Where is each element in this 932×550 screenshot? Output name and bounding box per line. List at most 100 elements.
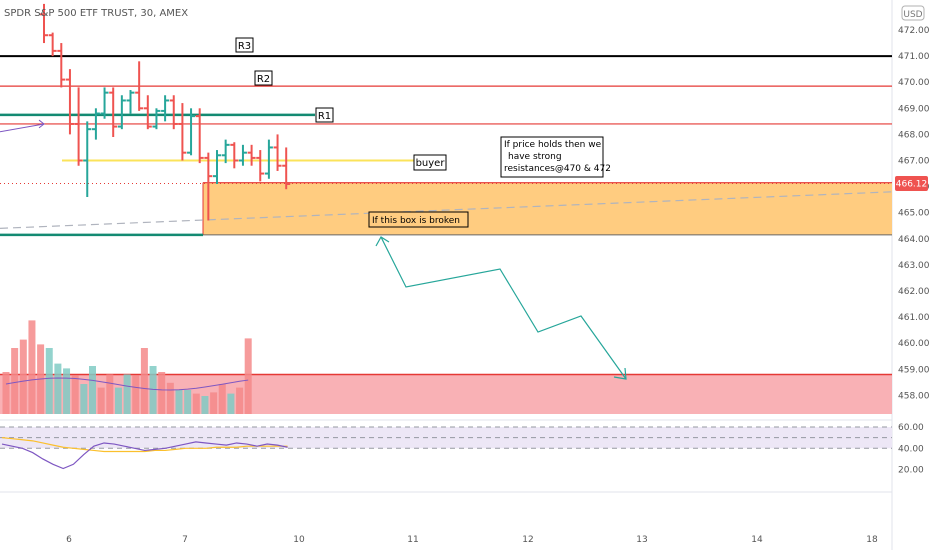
r1-label[interactable]: R1 (315, 107, 334, 123)
dashed-trend-line (0, 191, 893, 229)
ohlc-bar (57, 43, 66, 88)
volume-bar (140, 348, 148, 414)
ohlc-bar (126, 90, 135, 114)
price-tick-label: 465.00 (898, 209, 930, 219)
r1-label-text: R1 (318, 111, 331, 122)
levels-layer (0, 55, 892, 237)
box-label[interactable]: If this box is broken (368, 211, 469, 228)
price-tick-label: 467.00 (898, 157, 930, 167)
price-tick-label: 468.00 (898, 130, 930, 140)
current-price-tag: 466.12 (895, 175, 928, 191)
ohlc-bar (143, 95, 152, 130)
time-tick-label: 7 (182, 535, 188, 545)
support-box-layer (0, 182, 893, 236)
ohlc-bar (187, 108, 196, 156)
ohlc-bar (195, 108, 204, 164)
projection-arrow-head-start (375, 236, 390, 247)
volume-bar (63, 368, 71, 414)
ohlc-bar (204, 152, 213, 221)
ohlc-bar (282, 147, 291, 190)
volume-ma-line (5, 377, 249, 391)
buyer-label[interactable]: buyer (413, 154, 447, 171)
currency-text: USD (903, 10, 922, 20)
chart-title: SPDR S&P 500 ETF TRUST, 30, AMEX (4, 8, 188, 19)
buyer-label-text: buyer (416, 158, 446, 169)
currency-badge[interactable]: USD (901, 5, 925, 21)
ohlc-bar (91, 108, 100, 140)
time-tick-label: 18 (866, 535, 878, 545)
ohlc-bar (273, 134, 282, 171)
r2-label[interactable]: R2 (254, 70, 273, 86)
note-line-1: If price holds then we (504, 140, 602, 150)
chart-background (0, 0, 893, 550)
rsi-tick-label: 20.00 (898, 466, 924, 476)
volume-bar (210, 392, 218, 414)
ohlc-bar (213, 150, 221, 184)
ohlc-bar (152, 108, 161, 130)
volume-bar (132, 375, 140, 414)
volume-bar (71, 375, 79, 414)
ohlc-bar (256, 150, 265, 182)
price-tick-label: 459.00 (898, 365, 930, 375)
rsi-ma-line (1, 437, 288, 453)
ohlc-bar (100, 87, 109, 119)
ohlc-bar (74, 87, 83, 166)
ohlc-bar (161, 95, 170, 122)
note-box[interactable]: If price holds then we have strong resis… (500, 136, 611, 178)
ohlc-bar (169, 95, 178, 130)
price-tick-label: 463.00 (898, 261, 930, 271)
volume-bar (184, 390, 192, 414)
projection-arrow-head-end (613, 367, 627, 380)
volume-bar (54, 363, 62, 414)
price-tick-label: 464.00 (898, 235, 930, 245)
volume-bar (2, 372, 10, 414)
ohlc-bar (65, 69, 74, 135)
support-box (203, 182, 892, 235)
time-tick-label: 14 (751, 535, 763, 545)
r2-label-text: R2 (257, 74, 270, 85)
volume-bar (97, 387, 105, 414)
time-tick-label: 6 (66, 535, 72, 545)
ohlc-bar (40, 3, 48, 44)
left-arrow-head (38, 119, 45, 129)
rsi-layer (0, 426, 892, 470)
volume-bar (114, 387, 122, 414)
time-tick-label: 13 (636, 535, 647, 545)
left-arrow-line (0, 123, 45, 133)
ohlc-bar (48, 32, 57, 57)
axes-layer: 472.00 471.00 470.00 469.00 468.00 467.00 466.… (66, 26, 930, 545)
volume-bar (45, 348, 53, 414)
ohlc-bars-layer (40, 3, 291, 221)
price-tick-label: 461.00 (898, 313, 930, 323)
rsi-tick-label: 60.00 (898, 423, 924, 433)
price-tick-label: 469.00 (898, 104, 930, 114)
ohlc-bar (221, 139, 230, 164)
volume-bar (166, 382, 174, 414)
r3-label[interactable]: R3 (235, 37, 254, 53)
time-tick-label: 10 (293, 535, 305, 545)
volume-bar (244, 338, 252, 414)
volume-bar (123, 374, 131, 414)
volume-bar (158, 372, 166, 414)
ohlc-bar (247, 144, 256, 166)
volume-bar (201, 396, 209, 414)
volume-bar (80, 384, 88, 414)
ohlc-bar (264, 139, 273, 179)
volume-bar (106, 374, 114, 414)
ohlc-bar (230, 142, 239, 169)
price-tick-label: 462.00 (898, 287, 930, 297)
rsi-tick-label: 40.00 (898, 444, 924, 454)
price-tick-label: 458.00 (898, 391, 930, 401)
volume-bar (19, 339, 27, 414)
ohlc-bar (109, 87, 118, 138)
rsi-line (1, 441, 288, 470)
ohlc-bar (135, 61, 144, 111)
price-tick-label: 470.00 (898, 78, 930, 88)
time-tick-label: 12 (522, 535, 533, 545)
price-tick-label: 472.00 (898, 26, 930, 36)
ohlc-bar (238, 144, 247, 166)
volume-bar (28, 320, 36, 414)
volume-bars-layer (2, 320, 252, 414)
price-tick-label: 460.00 (898, 339, 930, 349)
